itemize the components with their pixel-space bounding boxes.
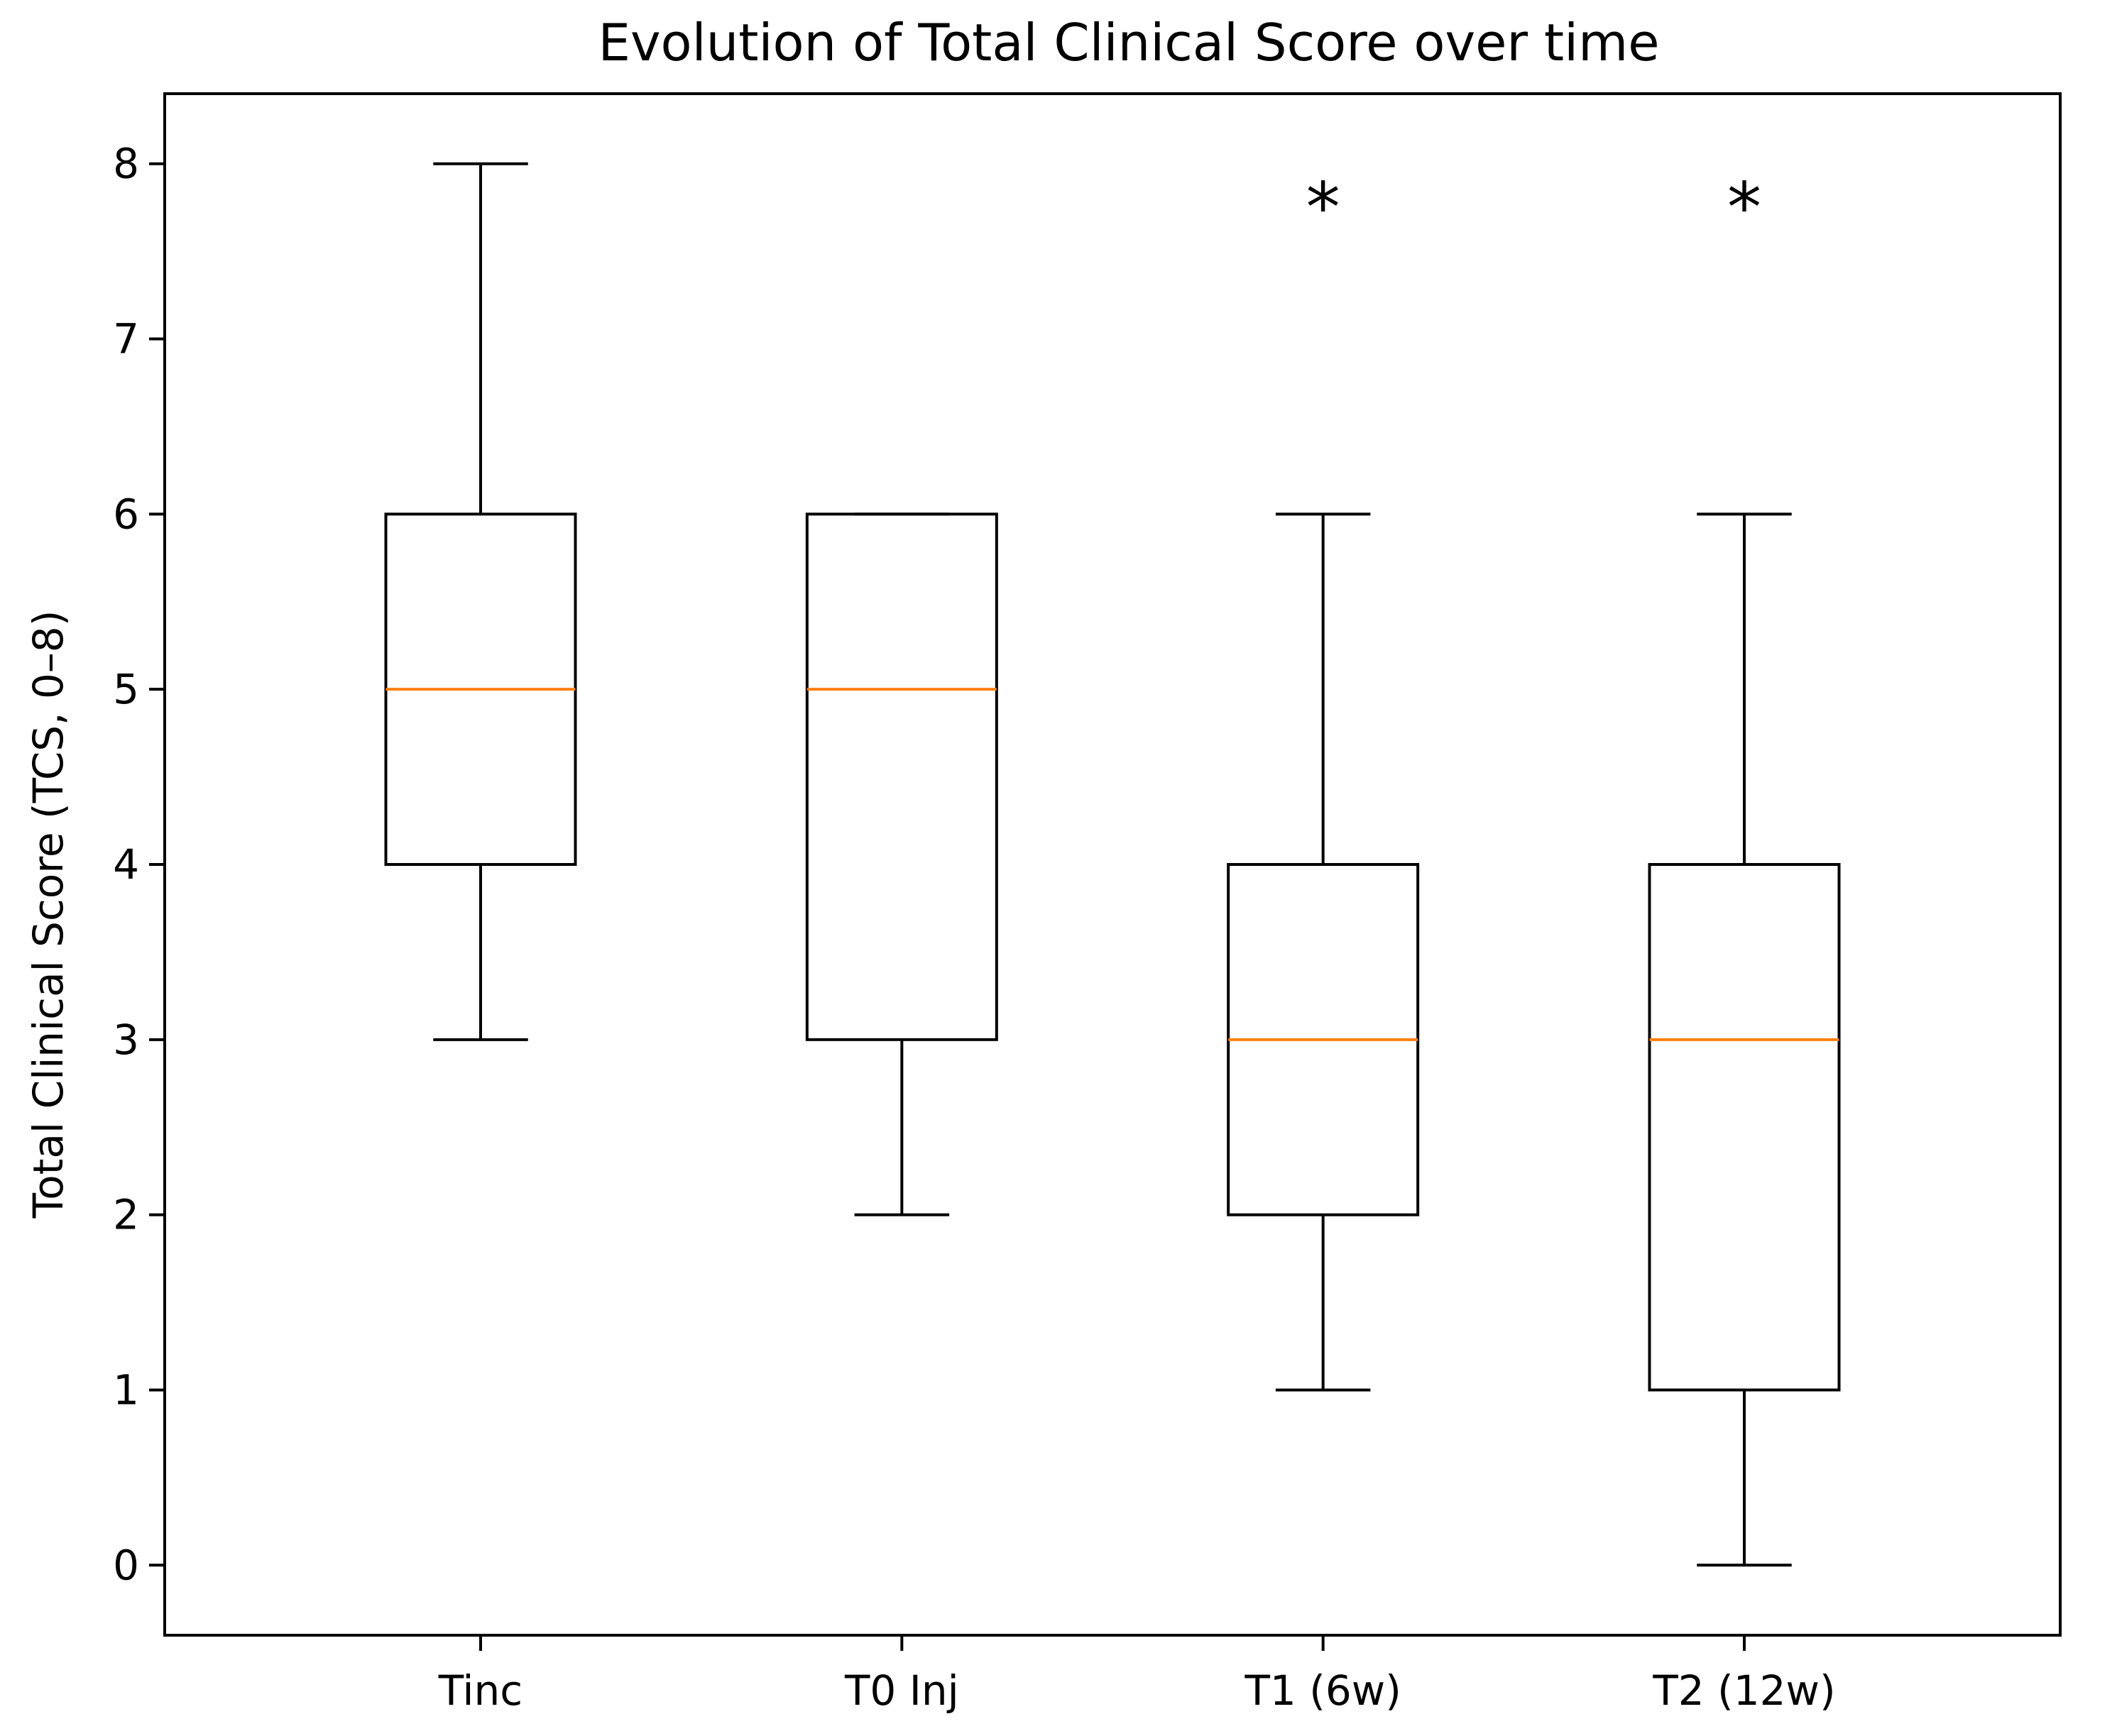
- y-tick-label: 0: [113, 1541, 139, 1589]
- y-tick-label: 7: [113, 315, 139, 363]
- plot-frame: [163, 92, 2062, 1637]
- chart-title: Evolution of Total Clinical Score over t…: [598, 13, 1659, 72]
- y-tick-label: 6: [113, 490, 139, 538]
- x-tick-label: Tinc: [438, 1666, 523, 1715]
- box: [805, 512, 998, 1041]
- y-tick-label: 3: [113, 1016, 139, 1064]
- significance-marker: *: [1727, 168, 1761, 248]
- x-tick-label: T1 (6w): [1244, 1666, 1401, 1715]
- x-tick-label: T2 (12w): [1652, 1666, 1835, 1715]
- box: [1648, 863, 1841, 1392]
- y-tick-label: 4: [113, 840, 139, 889]
- x-tick-label: T0 Inj: [844, 1666, 959, 1715]
- y-tick-label: 5: [113, 665, 139, 713]
- significance-marker: *: [1306, 168, 1340, 248]
- y-tick-label: 2: [113, 1191, 139, 1239]
- y-tick-label: 1: [113, 1366, 139, 1414]
- y-axis-label: Total Clinical Score (TCS, 0–8): [24, 610, 72, 1219]
- plot-area: 0 1 2 3 4 5 6 7 8 Tinc T0 Inj T1 (6w) T2 (12w) * *: [113, 140, 1841, 1715]
- y-tick-label: 8: [113, 140, 139, 188]
